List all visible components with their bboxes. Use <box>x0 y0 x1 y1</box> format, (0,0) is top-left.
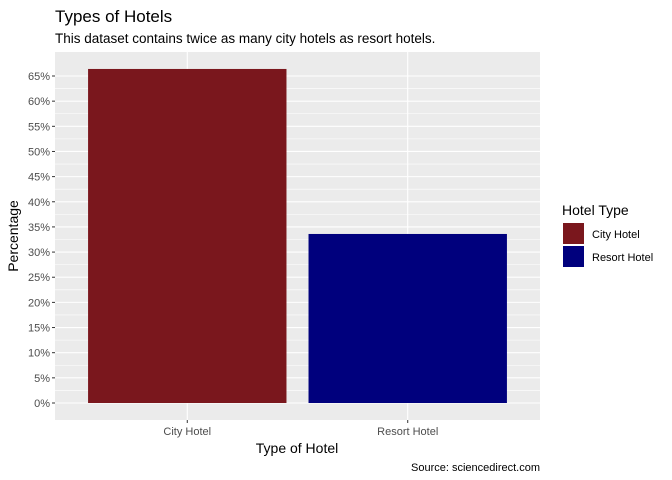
x-tick-label: Resort Hotel <box>377 426 438 438</box>
chart-caption: Source: sciencedirect.com <box>411 462 540 474</box>
y-tick-label: 50% <box>28 146 50 158</box>
legend-swatch <box>563 223 584 244</box>
x-axis: City Hotel Resort Hotel <box>163 420 438 438</box>
y-tick-label: 55% <box>28 121 50 133</box>
y-tick-label: 35% <box>28 222 50 234</box>
legend-entries: City Hotel Resort Hotel <box>563 223 653 267</box>
y-tick-label: 5% <box>34 373 50 385</box>
legend-title: Hotel Type <box>562 202 629 218</box>
y-tick-label: 10% <box>28 348 50 360</box>
y-tick-label: 45% <box>28 172 50 184</box>
chart-subtitle: This dataset contains twice as many city… <box>55 31 435 46</box>
y-tick-label: 15% <box>28 323 50 335</box>
y-tick-label: 25% <box>28 272 50 284</box>
x-tick-label: City Hotel <box>163 426 211 438</box>
y-tick-label: 0% <box>34 398 50 410</box>
bars <box>88 68 507 404</box>
y-tick-label: 40% <box>28 197 50 209</box>
y-tick-label: 60% <box>28 96 50 108</box>
legend-swatch <box>563 246 584 267</box>
y-tick-label: 65% <box>28 71 50 83</box>
legend: Hotel Type City Hotel Resort Hotel <box>562 202 653 267</box>
y-axis: 0% 5% 10% 15% 20% 25% 30% 35% 40% 45% 50% 55% 60% 65% <box>28 71 55 410</box>
legend-label: City Hotel <box>592 229 640 241</box>
bar-resort-hotel <box>308 233 507 403</box>
legend-label: Resort Hotel <box>592 252 653 264</box>
bar-city-hotel <box>88 68 287 404</box>
x-axis-title: Type of Hotel <box>256 440 339 456</box>
y-axis-title: Percentage <box>5 200 21 272</box>
chart-title: Types of Hotels <box>55 7 172 26</box>
y-tick-label: 30% <box>28 247 50 259</box>
y-tick-label: 20% <box>28 297 50 309</box>
